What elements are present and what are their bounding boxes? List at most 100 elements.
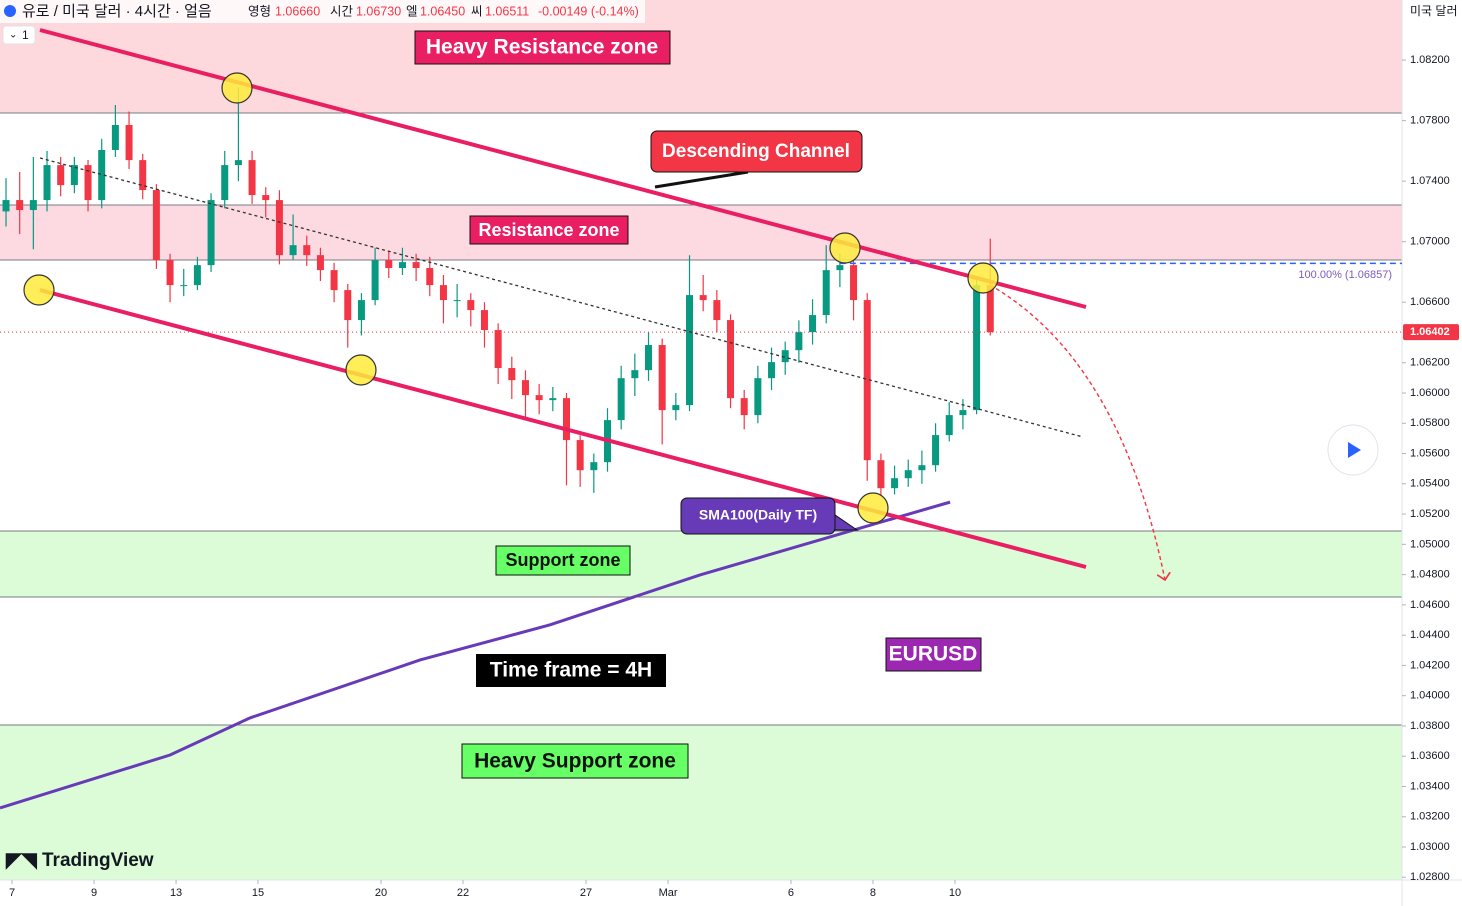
candle-body [713,300,721,321]
heavy-support-zone [0,725,1402,880]
y-tick-label: 1.06600 [1410,296,1450,308]
interval-toggle[interactable] [2,25,36,45]
candle-body [768,362,776,379]
callout-box [885,637,982,672]
callout-box [469,215,629,245]
symbol-title[interactable]: 유로 / 미국 달러 · 4시간 · 얼음 [22,3,212,20]
ohlc-key: 영형 [248,4,271,18]
x-tick-label: Mar [659,887,678,899]
candle-body [398,262,406,269]
candle-body [57,165,65,186]
x-tick-label: 8 [870,887,876,899]
candle-body [686,295,694,406]
y-tick-label: 1.04400 [1410,629,1450,641]
y-tick-label: 1.04800 [1410,569,1450,581]
candle-body [412,262,420,269]
candle-body [480,310,488,331]
sma-label: SMA100(Daily TF) [699,507,817,523]
callout-text: Support zone [506,550,621,570]
candle-body [330,270,338,291]
candle-body [84,165,92,201]
candle-body [494,330,502,369]
candle-body [631,370,639,379]
x-tick-label: 13 [170,887,182,899]
resistance-zone [0,205,1402,260]
y-tick-label: 1.02800 [1410,871,1450,883]
candle-body [740,398,748,416]
support-zone [0,531,1402,597]
y-tick-label: 1.04600 [1410,599,1450,611]
candle-body [207,200,215,266]
candle-body [439,285,447,301]
channel-midline [39,157,1084,438]
x-tick-label: 9 [91,887,97,899]
callout-box [476,654,666,687]
sma-line [0,500,951,810]
x-tick-label: 22 [457,887,469,899]
chevron: ⌄ [9,30,17,41]
callout-pointer [654,170,749,189]
callout-text: Time frame = 4H [490,659,652,682]
candle-body [959,410,967,416]
y-tick-label: 1.04000 [1410,690,1450,702]
ohlc-key: 엘 [406,4,418,18]
y-tick-label: 1.05200 [1410,508,1450,520]
legend-bg [0,0,645,23]
candle-body [822,270,830,316]
candle-body [111,125,119,150]
candle-body [535,395,543,401]
candle-body [576,440,584,471]
ohlc-value: 1.06730 [356,4,401,18]
callout-text: EURUSD [889,643,978,666]
y-tick-label: 1.05000 [1410,538,1450,550]
candle-body [248,160,256,196]
x-tick-label: 10 [949,887,961,899]
candle-body [344,290,352,321]
axes: 1.08200 1.07800 1.07400 1.07000 1.06600 1.062… [9,54,1459,899]
candle-body [43,165,51,201]
candle-body [152,190,160,261]
channel-lower [39,288,1087,569]
candle-body [850,265,858,301]
callout-box [680,497,836,535]
brand-name: TradingView [42,850,154,871]
callout-box [461,743,689,779]
y-tick-label: 1.06200 [1410,357,1450,369]
currency-label[interactable]: 미국 달러 [1410,4,1458,18]
candle-body [562,398,570,441]
y-tick-label: 1.03600 [1410,750,1450,762]
candle-body [590,462,598,471]
y-tick-label: 1.05600 [1410,447,1450,459]
candle-body [658,345,666,411]
brand-logo: ◤◥ [5,849,37,871]
candle-body [98,149,106,201]
touch-circles [23,72,999,524]
candle-body [877,460,885,489]
y-tick-label: 1.03200 [1410,811,1450,823]
candle-body [809,315,817,333]
candle-body [918,465,926,471]
y-tick-label: 1.06000 [1410,387,1450,399]
candle-body [275,200,283,256]
candle-body [371,260,379,301]
candle-body [672,405,680,411]
candle-body [221,165,229,201]
callout-text: Resistance zone [478,220,619,240]
candle-body [426,268,434,286]
candle-body [357,300,365,321]
y-tick-label: 1.03800 [1410,720,1450,732]
callout-text: Descending Channel [662,141,850,162]
plot: 100.00% (1.06857) [0,87,1402,810]
x-tick-label: 20 [375,887,387,899]
candle-body [316,255,324,271]
candle-body [891,478,899,489]
candle-body [836,265,844,271]
candle-body [904,470,912,479]
candle-body [549,398,557,401]
candle-body [70,165,78,186]
last-price-label: 1.06402 [1410,326,1450,338]
callout-text: Heavy Support zone [474,750,676,773]
y-tick-label: 1.05400 [1410,478,1450,490]
candle-body [467,300,475,311]
